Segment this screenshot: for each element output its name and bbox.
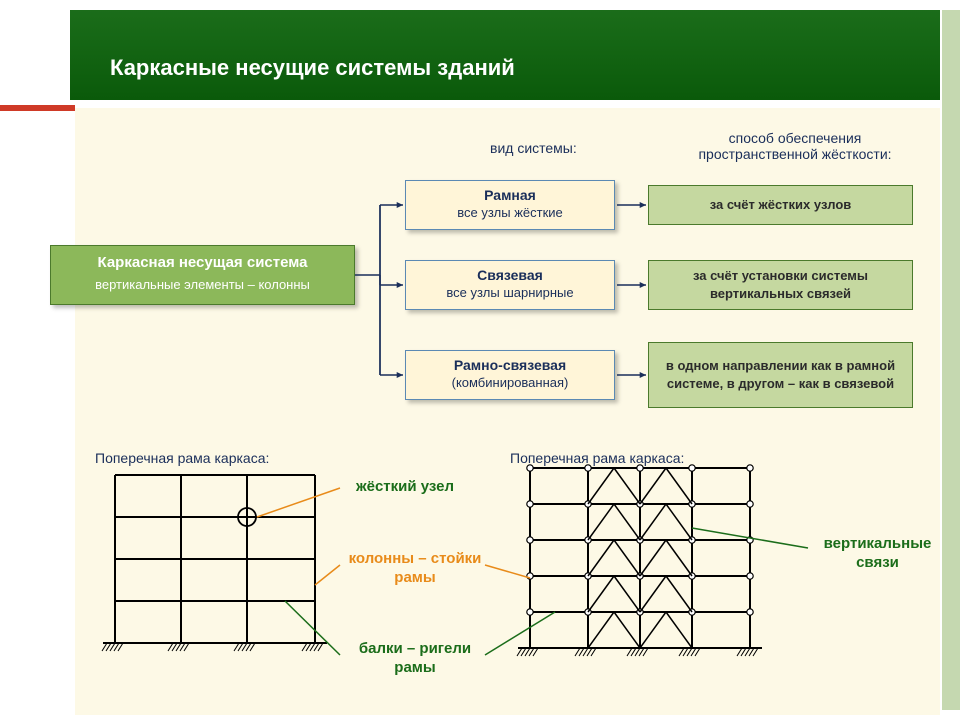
root-sub: вертикальные элементы – колонны: [51, 277, 354, 292]
frame-right-label: Поперечная рама каркаса:: [510, 450, 684, 466]
right-strip: [942, 10, 960, 710]
column-header-system: вид системы:: [490, 140, 577, 156]
rigidity-text: за счёт жёстких узлов: [710, 196, 852, 214]
system-title: Рамно-связевая: [406, 357, 614, 373]
rigidity-text: за счёт установки системы вертикальных с…: [657, 267, 904, 302]
annotation-verticals: вертикальные связи: [810, 535, 945, 573]
annotation-rigid-node: жёсткий узел: [340, 478, 470, 497]
root-title: Каркасная несущая система: [51, 254, 354, 271]
system-sub: все узлы шарнирные: [406, 285, 614, 300]
system-title: Рамная: [406, 187, 614, 203]
header-band: Каркасные несущие системы зданий: [0, 0, 960, 100]
rigidity-box: за счёт установки системы вертикальных с…: [648, 260, 913, 310]
system-box: Рамно-связевая (комбинированная): [405, 350, 615, 400]
system-title: Связевая: [406, 267, 614, 283]
annotation-beams: балки – ригели рамы: [340, 640, 490, 678]
root-box: Каркасная несущая система вертикальные э…: [50, 245, 355, 305]
accent-line: [0, 105, 75, 111]
rigidity-text: в одном направлении как в рамной системе…: [657, 357, 904, 392]
system-box: Рамная все узлы жёсткие: [405, 180, 615, 230]
rigidity-box: за счёт жёстких узлов: [648, 185, 913, 225]
system-sub: (комбинированная): [406, 375, 614, 390]
frame-left-label: Поперечная рама каркаса:: [95, 450, 269, 466]
annotation-columns: колонны – стойки рамы: [340, 550, 490, 588]
page-title: Каркасные несущие системы зданий: [110, 55, 515, 81]
system-sub: все узлы жёсткие: [406, 205, 614, 220]
column-header-rigidity: способ обеспечения пространственной жёст…: [680, 130, 910, 162]
rigidity-box: в одном направлении как в рамной системе…: [648, 342, 913, 408]
system-box: Связевая все узлы шарнирные: [405, 260, 615, 310]
